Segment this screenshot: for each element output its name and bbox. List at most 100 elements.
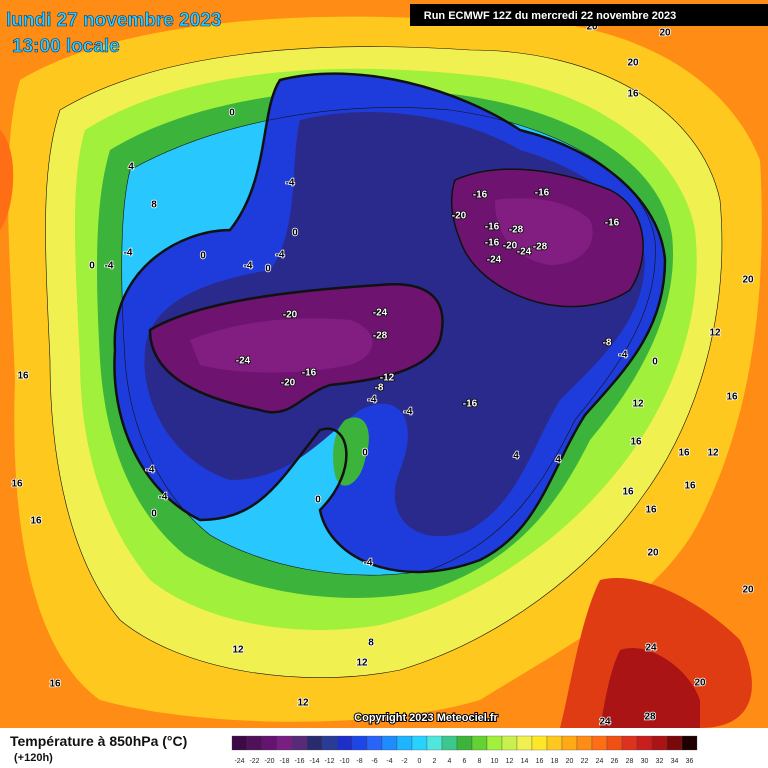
contour-label: -28 bbox=[373, 331, 388, 342]
colorbar-tick-label: -8 bbox=[356, 758, 362, 765]
copyright: Copyright 2023 Meteociel.fr bbox=[354, 712, 498, 724]
contour-label: -4 bbox=[159, 492, 168, 503]
colorbar-tick-label: 36 bbox=[686, 758, 694, 765]
contour-label: -24 bbox=[236, 356, 251, 367]
contour-label: -8 bbox=[375, 383, 384, 394]
contour-label: -4 bbox=[364, 558, 373, 569]
contour-label: 16 bbox=[678, 448, 690, 459]
contour-label: -4 bbox=[124, 248, 133, 259]
contour-label: 0 bbox=[151, 509, 157, 520]
contour-label: 12 bbox=[709, 328, 721, 339]
colorbar-swatch bbox=[291, 735, 308, 751]
contour-label: 0 bbox=[229, 108, 235, 119]
colorbar-swatch bbox=[351, 735, 368, 751]
colorbar-swatch bbox=[261, 735, 278, 751]
legend-title: Température à 850hPa (°C) bbox=[10, 733, 187, 749]
contour-label: 20 bbox=[659, 28, 671, 39]
contour-label: -24 bbox=[373, 308, 388, 319]
colorbar-tick-label: 12 bbox=[506, 758, 514, 765]
colorbar-swatch bbox=[321, 735, 338, 751]
contour-label: 12 bbox=[356, 658, 368, 669]
contour-label: -4 bbox=[404, 407, 413, 418]
colorbar-swatch bbox=[486, 735, 503, 751]
colorbar-tick-label: -18 bbox=[279, 758, 289, 765]
contour-label: 4 bbox=[513, 451, 519, 462]
contour-label: -4 bbox=[619, 350, 628, 361]
colorbar-tick-label: -14 bbox=[309, 758, 319, 765]
contour-label: 24 bbox=[599, 717, 611, 728]
colorbar-tick-label: 14 bbox=[521, 758, 529, 765]
contour-label: 12 bbox=[232, 645, 244, 656]
legend-subtitle: (+120h) bbox=[14, 752, 53, 764]
contour-label: 0 bbox=[265, 264, 271, 275]
contours bbox=[45, 46, 723, 678]
contour-label: 16 bbox=[726, 392, 738, 403]
contour-label: -4 bbox=[105, 261, 114, 272]
contour-label: 16 bbox=[17, 371, 29, 382]
contour-label: 20 bbox=[742, 275, 754, 286]
colorbar-tick-label: -2 bbox=[401, 758, 407, 765]
colorbar-tick-label: 16 bbox=[536, 758, 544, 765]
contour-label: -8 bbox=[603, 338, 612, 349]
contour-label: 8 bbox=[151, 200, 157, 211]
colorbar-tick-label: 20 bbox=[566, 758, 574, 765]
colorbar-tick-label: 8 bbox=[478, 758, 482, 765]
contour-label: -24 bbox=[517, 247, 532, 258]
colorbar-swatch bbox=[396, 735, 413, 751]
contour-label: -4 bbox=[146, 465, 155, 476]
contour-label: 0 bbox=[362, 448, 368, 459]
contour-label: -4 bbox=[286, 178, 295, 189]
contour-label: -12 bbox=[380, 373, 395, 384]
contour-label: 20 bbox=[627, 58, 639, 69]
colorbar-tick-label: -16 bbox=[294, 758, 304, 765]
contour-label: -20 bbox=[283, 310, 298, 321]
contour-label: 8 bbox=[368, 638, 374, 649]
colorbar-swatch bbox=[501, 735, 518, 751]
contour-label: 0 bbox=[200, 251, 206, 262]
colorbar-swatch bbox=[516, 735, 533, 751]
colorbar-swatch bbox=[426, 735, 443, 751]
colorbar-tick-label: 6 bbox=[463, 758, 467, 765]
colorbar-tick-label: 28 bbox=[626, 758, 634, 765]
colorbar-swatch bbox=[681, 735, 698, 751]
colorbar-tick-label: 30 bbox=[641, 758, 649, 765]
colorbar-swatch bbox=[441, 735, 458, 751]
contour-label: -4 bbox=[276, 250, 285, 261]
contour-label: -16 bbox=[605, 218, 620, 229]
colorbar-swatch bbox=[411, 735, 428, 751]
colorbar-swatch bbox=[531, 735, 548, 751]
colorbar-tick-label: 4 bbox=[448, 758, 452, 765]
colorbar-swatch bbox=[546, 735, 563, 751]
contour-label: -16 bbox=[535, 188, 550, 199]
contour-label: -28 bbox=[509, 225, 524, 236]
contour-label: -16 bbox=[473, 190, 488, 201]
contour-label: 16 bbox=[627, 89, 639, 100]
colorbar-swatch bbox=[366, 735, 383, 751]
contour-label: 0 bbox=[292, 228, 298, 239]
contour-label: 0 bbox=[652, 357, 658, 368]
contour-label: 16 bbox=[49, 679, 61, 690]
contour-label: 16 bbox=[684, 481, 696, 492]
date-title: lundi 27 novembre 2023 bbox=[6, 10, 221, 31]
colorbar-tick-label: -22 bbox=[249, 758, 259, 765]
contour-label: 16 bbox=[630, 437, 642, 448]
contour-label: 28 bbox=[644, 712, 656, 723]
contour-label: 16 bbox=[645, 505, 657, 516]
contour-label: 12 bbox=[297, 698, 309, 709]
contour-label: 16 bbox=[622, 487, 634, 498]
contour-label: -20 bbox=[281, 378, 296, 389]
colorbar-tick-label: 24 bbox=[596, 758, 604, 765]
colorbar-tick-label: 32 bbox=[656, 758, 664, 765]
colorbar-swatch bbox=[381, 735, 398, 751]
contour-label: -20 bbox=[503, 241, 518, 252]
colorbar-swatch bbox=[636, 735, 653, 751]
run-info: Run ECMWF 12Z du mercredi 22 novembre 20… bbox=[424, 10, 676, 22]
contour-label: 4 bbox=[128, 162, 134, 173]
colorbar-swatch bbox=[471, 735, 488, 751]
contour-label: 12 bbox=[632, 399, 644, 410]
run-box bbox=[410, 4, 768, 26]
colorbar-tick-label: 10 bbox=[491, 758, 499, 765]
colorbar-swatch bbox=[336, 735, 353, 751]
contour-label: 4 bbox=[555, 455, 561, 466]
contour-label: 16 bbox=[30, 516, 42, 527]
